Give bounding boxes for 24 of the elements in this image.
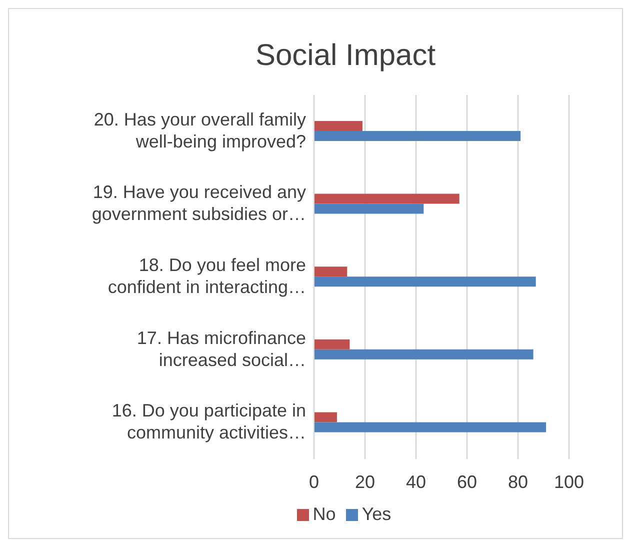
legend-label: No [312, 504, 336, 524]
bar [314, 204, 424, 214]
x-tick-label: 60 [456, 472, 478, 492]
x-tick-label: 100 [554, 472, 584, 492]
bar [314, 194, 460, 204]
y-tick-label: 16. Do you participate in community activities… [112, 400, 306, 442]
y-tick-label: 18. Do you feel more confident in interacting… [108, 254, 306, 297]
bar [314, 339, 350, 350]
chart-title: Social Impact [254, 38, 437, 74]
bar [314, 121, 362, 131]
y-tick-label: 19. Have you received any government subsidies or… [92, 182, 306, 224]
bar [314, 349, 534, 360]
x-tick-label: 80 [508, 472, 528, 492]
bar [314, 422, 546, 432]
bar [314, 412, 337, 422]
bar [314, 266, 348, 277]
x-tick-label: 0 [308, 472, 320, 492]
bar [314, 131, 521, 141]
y-tick-label: 20. Has your overall family well-being improved? [94, 109, 306, 152]
bar [314, 276, 536, 287]
y-tick-label: 17. Has microfinance increased social… [136, 328, 306, 370]
x-tick-label: 40 [406, 472, 426, 492]
x-tick-label: 20 [354, 472, 376, 492]
legend-label: Yes [362, 504, 392, 524]
